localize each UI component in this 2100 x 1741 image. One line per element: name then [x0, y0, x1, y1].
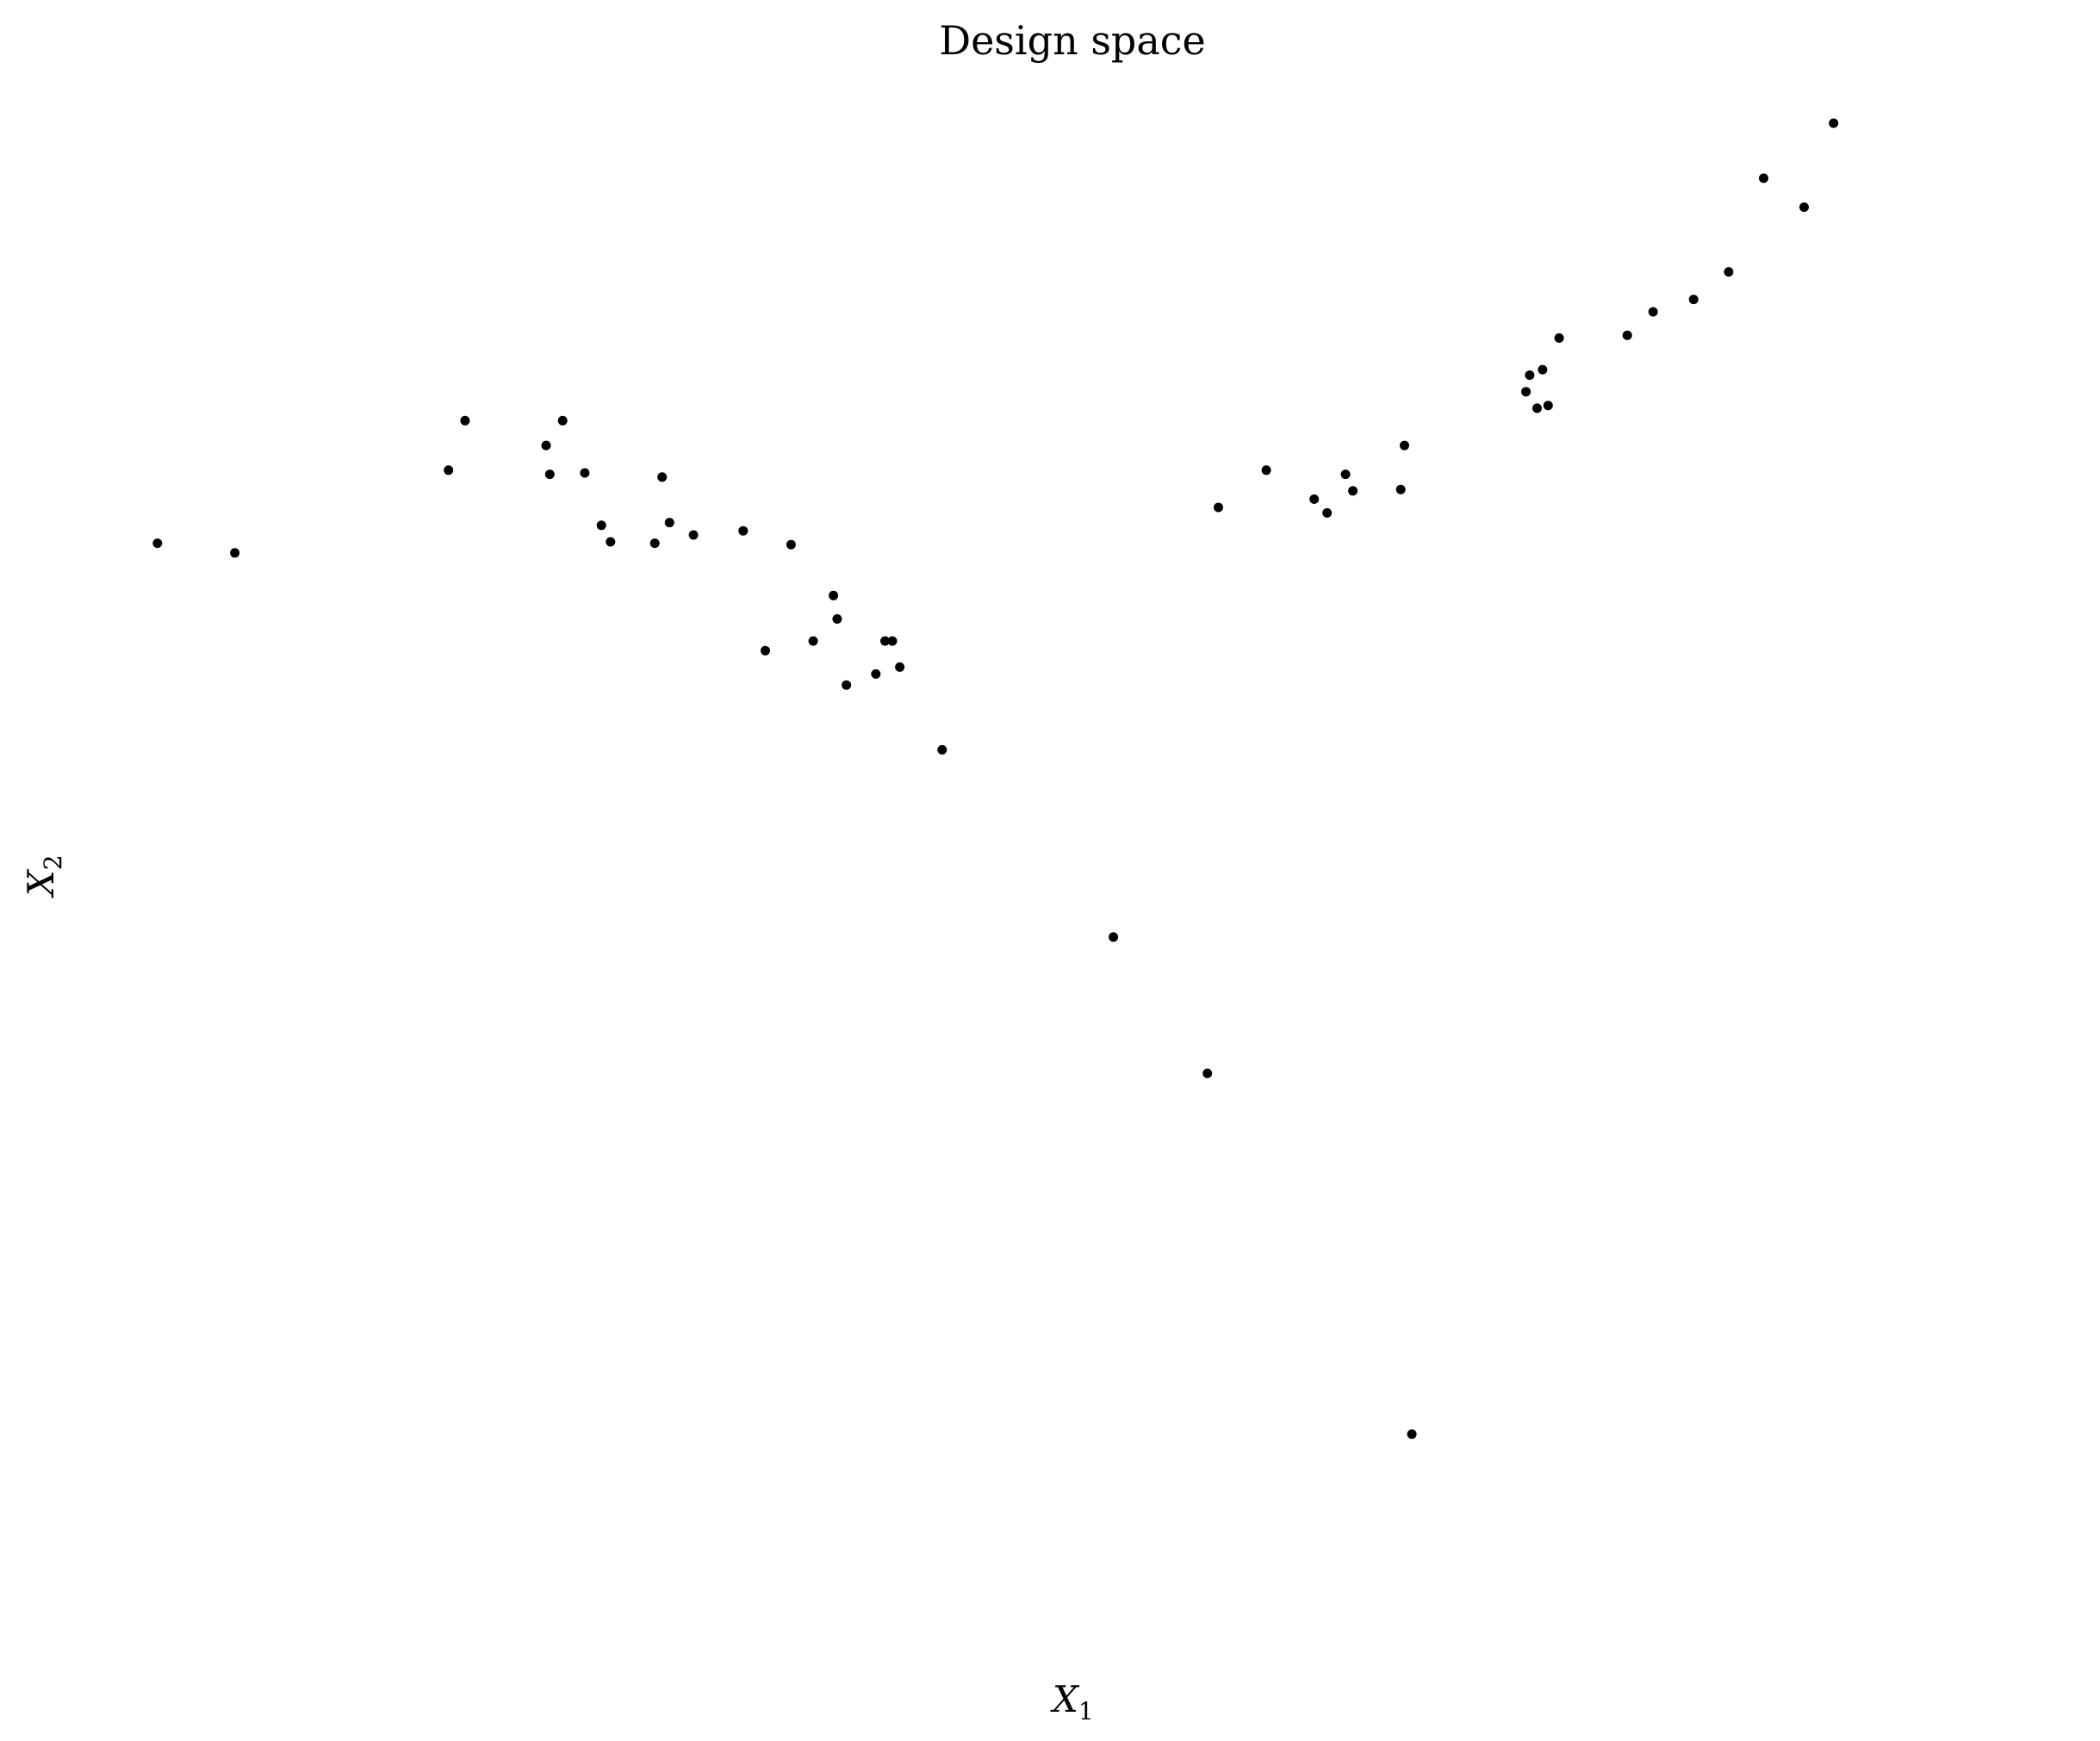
x-axis-label-subscript: 1 [1078, 1697, 1094, 1725]
chart-title: Design space [939, 17, 1206, 64]
scatter-point [444, 465, 454, 476]
x-axis-label: X1 [1050, 1678, 1094, 1725]
scatter-point [1648, 307, 1658, 317]
scatter-point [230, 548, 240, 558]
scatter-point [649, 538, 660, 549]
scatter-point [1532, 403, 1542, 413]
scatter-point [1799, 202, 1809, 212]
scatter-point [460, 415, 470, 426]
x-axis-label-main: X [1050, 1678, 1080, 1720]
scatter-point [557, 415, 568, 426]
scatter-point [580, 468, 590, 478]
scatter-point [1407, 1429, 1417, 1439]
scatter-point [895, 662, 905, 672]
scatter-point [1395, 484, 1406, 494]
scatter-point [1214, 502, 1223, 513]
scatter-point [880, 636, 890, 646]
scatter-point [1521, 387, 1532, 397]
scatter-point [1554, 333, 1564, 343]
scatter-point [1109, 932, 1119, 942]
scatter-point [606, 537, 616, 547]
scatter-point [1688, 295, 1699, 305]
scatter-point [664, 518, 674, 528]
scatter-point [887, 636, 898, 646]
scatter-point [1202, 1068, 1213, 1079]
scatter-point [738, 525, 749, 536]
scatter-point [1525, 370, 1535, 380]
y-axis-label-group: X2 [20, 855, 67, 898]
y-axis-label-subscript: 2 [39, 855, 67, 870]
scatter-point [761, 645, 770, 656]
scatter-point [832, 614, 842, 624]
scatter-point [1622, 330, 1632, 340]
scatter-point [829, 590, 839, 600]
scatter-point [937, 744, 947, 755]
scatter-point [544, 469, 555, 480]
scatter-point [1829, 118, 1839, 128]
scatter-point [1538, 364, 1548, 375]
y-axis-label-main: X [20, 868, 62, 898]
scatter-point [842, 680, 852, 690]
scatter-point [808, 636, 818, 646]
scatter-point [688, 530, 699, 540]
y-axis-label: X2 [20, 855, 67, 898]
scatter-point [1261, 465, 1271, 476]
scatter-point [657, 472, 668, 482]
scatter-point [1309, 494, 1320, 504]
scatter-point [596, 520, 606, 531]
scatter-points [152, 118, 1839, 1439]
scatter-point [541, 440, 551, 451]
scatter-point [152, 538, 163, 549]
scatter-point [786, 539, 796, 550]
scatter-point [871, 668, 881, 679]
scatter-point [1340, 469, 1351, 480]
scatter-point [1543, 401, 1553, 411]
scatter-point [1759, 173, 1768, 183]
scatter-point [1724, 267, 1734, 277]
scatter-point [1322, 507, 1333, 518]
scatter-point [1348, 486, 1358, 496]
scatter-point [1400, 440, 1409, 451]
